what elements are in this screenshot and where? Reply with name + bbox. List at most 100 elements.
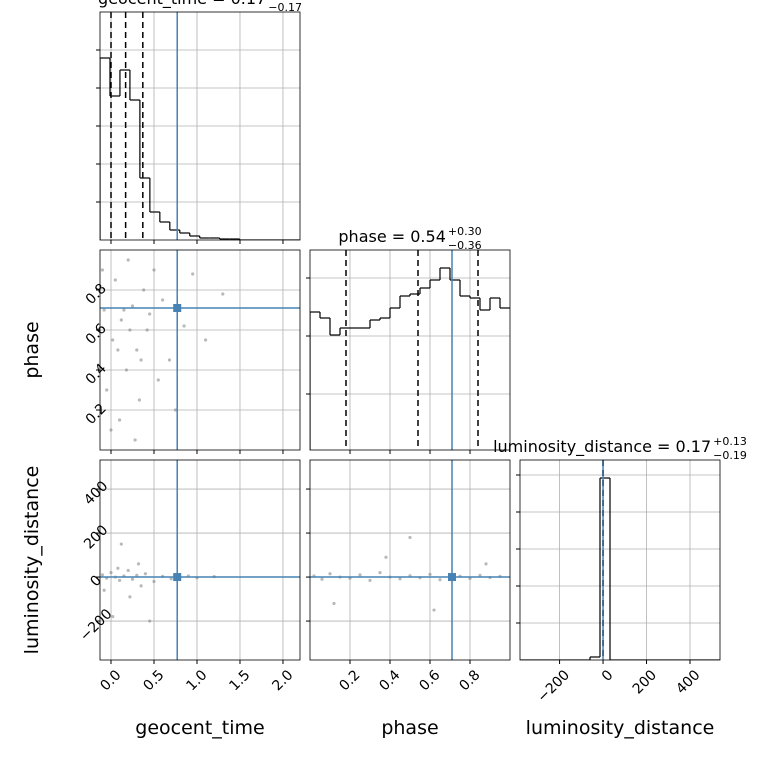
panel	[520, 460, 720, 660]
y-axis-label: phase	[21, 321, 43, 378]
sample-point	[124, 368, 129, 372]
sample-point	[408, 535, 412, 540]
panel-frame	[99, 459, 301, 661]
panel-frame	[519, 459, 721, 661]
title-lower: −0.17	[268, 1, 302, 14]
panel-title: geocent_time = 0.17	[98, 0, 266, 9]
panel-title: phase = 0.54	[338, 227, 445, 246]
x-axis-label: geocent_time	[135, 717, 264, 739]
x-axis-label: phase	[381, 717, 438, 739]
sample-point	[167, 358, 172, 362]
panel	[310, 460, 510, 660]
sample-point	[173, 408, 178, 412]
sample-point	[484, 562, 488, 566]
x-tick-label: 200	[630, 667, 660, 697]
sample-point	[148, 619, 152, 623]
sample-point	[152, 579, 156, 584]
x-tick-label: 0.8	[456, 667, 483, 694]
x-tick-label: 2.0	[269, 667, 296, 694]
x-tick-label: −200	[535, 667, 574, 706]
y-tick-label: 0.8	[83, 281, 110, 308]
truth-marker	[173, 304, 182, 312]
title-lower: −0.36	[448, 239, 482, 252]
x-tick-label: 0	[599, 667, 617, 685]
sample-point	[160, 298, 165, 302]
sample-point	[130, 304, 135, 308]
y-tick-label: 0.2	[83, 401, 110, 428]
sample-point	[152, 268, 156, 272]
panel	[310, 250, 510, 450]
sample-point	[156, 378, 160, 382]
sample-point	[122, 308, 126, 312]
y-tick-label: −200	[77, 606, 116, 645]
sample-point	[358, 573, 362, 577]
x-tick-label: 400	[673, 667, 703, 697]
sample-point	[328, 572, 332, 576]
sample-point	[378, 571, 382, 575]
x-tick-label: 0.0	[97, 667, 124, 694]
sample-point	[133, 438, 137, 442]
title-upper: +0.30	[448, 225, 482, 238]
truth-marker	[173, 573, 182, 582]
sample-point	[320, 577, 324, 581]
x-tick-label: 0.5	[140, 667, 167, 694]
sample-point	[111, 338, 115, 342]
title-lower: −0.19	[713, 449, 747, 462]
sample-point	[100, 268, 105, 272]
sample-point	[191, 272, 195, 276]
y-tick-label: 400	[81, 478, 111, 508]
sample-point	[221, 292, 225, 296]
sample-point	[135, 573, 139, 577]
sample-point	[126, 258, 130, 262]
y-tick-label: 0.6	[83, 321, 110, 348]
sample-point	[116, 566, 120, 570]
sample-point	[109, 571, 113, 575]
sample-point	[102, 588, 106, 592]
sample-point	[332, 601, 336, 606]
x-tick-label: 0.2	[336, 667, 363, 694]
sample-point	[182, 324, 186, 328]
sample-point	[432, 608, 436, 612]
x-tick-label: 1.0	[183, 667, 210, 694]
panel	[100, 12, 300, 240]
sample-point	[111, 615, 115, 619]
x-tick-label: 1.5	[226, 667, 253, 694]
sample-point	[428, 572, 432, 577]
sample-point	[128, 595, 132, 599]
sample-point	[478, 573, 482, 577]
sample-point	[118, 578, 122, 582]
sample-point	[384, 555, 388, 559]
sample-point	[169, 577, 173, 581]
x-tick-label: 0.4	[376, 667, 403, 694]
sample-point	[143, 572, 147, 576]
sample-point	[142, 288, 146, 292]
sample-point	[105, 388, 109, 392]
sample-point	[139, 584, 143, 588]
sample-point	[100, 573, 105, 577]
sample-point	[136, 562, 141, 566]
panel	[100, 460, 300, 660]
panel-frame	[99, 11, 301, 241]
sample-point	[137, 398, 141, 402]
y-tick-label: 0.4	[83, 361, 110, 388]
y-tick-label: 200	[81, 522, 111, 552]
panel-frame	[99, 249, 301, 451]
sample-point	[118, 418, 122, 422]
sample-point	[113, 278, 117, 282]
sample-point	[139, 358, 143, 362]
y-axis-label: luminosity_distance	[21, 466, 43, 655]
sample-point	[145, 328, 149, 332]
sample-point	[102, 308, 106, 312]
panel	[100, 250, 300, 450]
sample-point	[116, 348, 120, 352]
sample-point	[438, 578, 442, 582]
truth-marker	[448, 573, 456, 582]
panel-frame	[309, 249, 511, 451]
sample-point	[126, 568, 130, 573]
sample-point	[203, 338, 208, 342]
sample-point	[128, 328, 132, 332]
sample-point	[130, 577, 135, 581]
title-upper: +0.13	[713, 435, 747, 448]
x-tick-label: 0.6	[416, 667, 443, 694]
